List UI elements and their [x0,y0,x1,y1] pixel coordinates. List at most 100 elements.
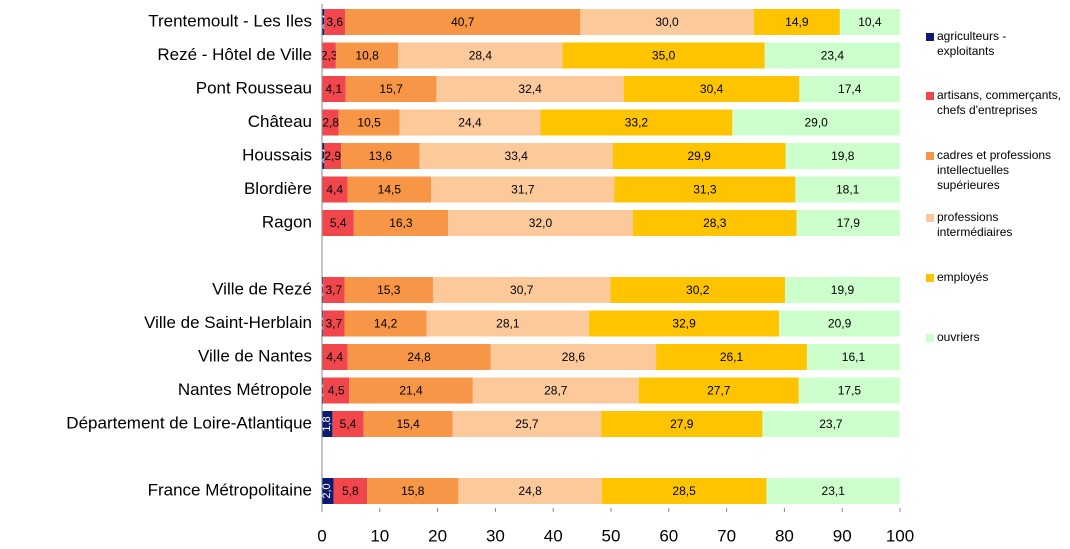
bar-segment [580,9,754,35]
x-tick-label: 100 [886,526,914,545]
value-label: 27,7 [707,384,731,398]
x-tick-label: 90 [833,526,852,545]
value-label: 28,4 [469,49,493,63]
value-label: 30,0 [655,15,679,29]
value-label: 28,1 [496,317,520,331]
x-tick-label: 10 [370,526,389,545]
value-label: 17,5 [838,384,862,398]
bar-segment [432,277,611,303]
value-label: 17,9 [837,216,861,230]
bar-segment [785,143,900,169]
value-label: 35,0 [652,49,676,63]
bar-segment [732,109,900,136]
bar-segment [766,478,900,504]
bar-segment [322,176,348,203]
bar-segment [322,411,333,437]
category-label: Blordière [244,179,312,198]
value-label: 15,4 [396,417,420,431]
value-label: 14,2 [374,317,398,331]
bar-segment [632,210,797,236]
bar-segment [753,9,840,35]
legend-swatch [926,334,934,342]
legend-swatch [926,214,934,222]
value-label: 5,4 [330,216,347,230]
bar-segment [333,478,368,504]
bar-segment [764,42,900,69]
value-label: 23,1 [822,484,846,498]
bar-segment [431,176,615,203]
bar-segment [399,109,541,136]
value-label: 17,4 [838,82,862,96]
value-label: 33,2 [625,116,649,130]
legend-swatch [926,274,934,282]
bar-segment [839,9,900,35]
value-label: 5,4 [340,417,357,431]
value-label: 28,7 [544,384,568,398]
category-label: Rezé - Hôtel de Ville [157,45,312,64]
bar-segment [347,176,432,203]
bar-segment [614,176,796,203]
x-tick-label: 30 [486,526,505,545]
bar-segment [398,42,563,69]
bar-segment [562,42,765,69]
legend-swatch [926,152,934,160]
bar-segment [322,310,324,337]
bar-segment [798,377,900,404]
value-label: 19,9 [831,283,855,297]
value-label: 26,1 [720,350,744,364]
category-label: Château [248,112,312,131]
category-label: Ville de Rezé [212,279,312,298]
bar-segment [436,76,624,102]
bar-segment [341,143,420,169]
legend-swatch [926,92,934,100]
value-label: 14,9 [785,15,809,29]
value-label: 33,4 [505,149,529,163]
value-label: 3,6 [326,15,343,29]
bar-segment [332,411,364,437]
bar-segment [806,344,900,370]
value-label: 13,6 [369,149,393,163]
value-label: 21,4 [399,384,423,398]
x-tick-label: 70 [717,526,736,545]
legend-label: artisans, commerçants, chefs d'entrepris… [937,88,1062,117]
category-label: Houssais [242,145,312,164]
bar-segment [345,9,581,35]
value-label: 30,4 [700,82,724,96]
category-label: Ville de Saint-Herblain [144,313,312,332]
value-label: 32,0 [529,216,553,230]
legend-label: agriculteurs - exploitants [937,29,1007,58]
value-label: 15,3 [377,283,401,297]
value-label: 24,4 [458,116,482,130]
value-label: 15,8 [401,484,425,498]
bar-segment [448,210,633,236]
bar-segment [323,377,350,404]
value-label: 31,7 [511,183,535,197]
value-label: 28,3 [703,216,727,230]
value-label: 23,4 [821,49,845,63]
category-label: Ville de Nantes [198,346,312,365]
bar-segment [322,277,324,303]
bar-segment [322,210,354,236]
value-label: 14,5 [378,183,402,197]
x-tick-label: 40 [544,526,563,545]
bar-segment [623,76,800,102]
value-label: 10,8 [355,49,379,63]
value-label: 2,9 [324,149,341,163]
bar-segment [589,310,780,337]
x-tick-label: 50 [602,526,621,545]
value-label: 25,7 [515,417,539,431]
value-label: 16,3 [389,216,413,230]
bar-segment [799,76,900,102]
bar-segment [419,143,613,169]
bar-segment [344,310,427,337]
value-label: 28,5 [672,484,696,498]
category-label: Nantes Métropole [178,380,312,399]
bar-segment [324,9,346,35]
category-label: Département de Loire-Atlantique [66,413,312,432]
value-label: 24,8 [518,484,542,498]
legend-swatch [926,33,934,41]
x-tick-label: 20 [428,526,447,545]
x-tick-label: 0 [317,526,326,545]
